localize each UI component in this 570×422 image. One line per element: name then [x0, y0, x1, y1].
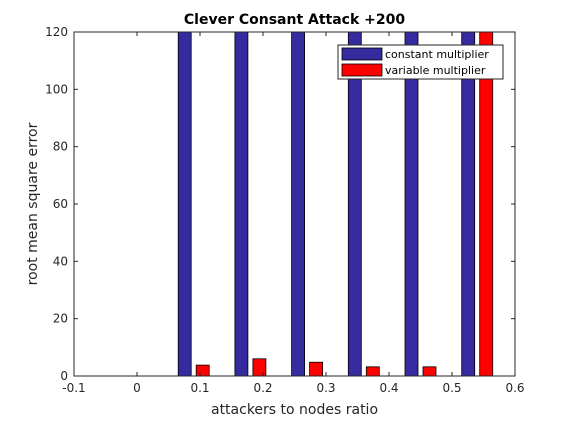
- bar-variable-4: [422, 366, 437, 377]
- bar-variable-0: [195, 364, 210, 377]
- bar-constant-2: [291, 31, 306, 377]
- bar-constant-5: [461, 31, 476, 377]
- y-axis-label: root mean square error: [25, 122, 41, 285]
- y-tick-label-3: 60: [53, 197, 68, 211]
- x-tick-label-7: 0.6: [505, 381, 524, 395]
- bar-constant-3: [347, 31, 362, 377]
- legend-swatch-constant-multiplier: [341, 47, 383, 61]
- bar-variable-1: [252, 358, 267, 377]
- legend-swatch-variable-multiplier: [341, 63, 383, 77]
- x-tick-label-6: 0.5: [442, 381, 461, 395]
- x-axis-label: attackers to nodes ratio: [211, 402, 378, 418]
- x-tick-label-5: 0.4: [379, 381, 398, 395]
- x-tick-label-2: 0.1: [190, 381, 209, 395]
- y-tick-label-0: 0: [60, 369, 68, 383]
- bars-group: [177, 31, 494, 377]
- bar-constant-0: [177, 31, 192, 377]
- bar-variable-3: [365, 366, 380, 377]
- x-axis-ticks: -0.1 0 0.1 0.2 0.3 0.4 0.5 0.6: [62, 32, 525, 395]
- x-tick-label-3: 0.2: [253, 381, 272, 395]
- y-tick-label-6: 120: [45, 25, 68, 39]
- legend: constant multiplier variable multiplier: [337, 44, 504, 80]
- legend-label-constant-multiplier: constant multiplier: [385, 48, 489, 61]
- bar-constant-1: [234, 31, 249, 377]
- bar-variable-5: [479, 31, 494, 377]
- y-tick-label-4: 80: [53, 140, 68, 154]
- y-tick-label-5: 100: [45, 82, 68, 96]
- bar-variable-2: [309, 361, 324, 377]
- bar-constant-4: [404, 31, 419, 377]
- y-tick-label-2: 40: [53, 254, 68, 268]
- x-tick-label-0: -0.1: [62, 381, 85, 395]
- y-axis-ticks: 0 20 40 60 80 100 120: [45, 25, 515, 383]
- x-tick-label-1: 0: [133, 381, 141, 395]
- y-tick-label-1: 20: [53, 312, 68, 326]
- x-tick-label-4: 0.3: [316, 381, 335, 395]
- chart-title: Clever Consant Attack +200: [184, 12, 406, 28]
- legend-label-variable-multiplier: variable multiplier: [385, 64, 486, 77]
